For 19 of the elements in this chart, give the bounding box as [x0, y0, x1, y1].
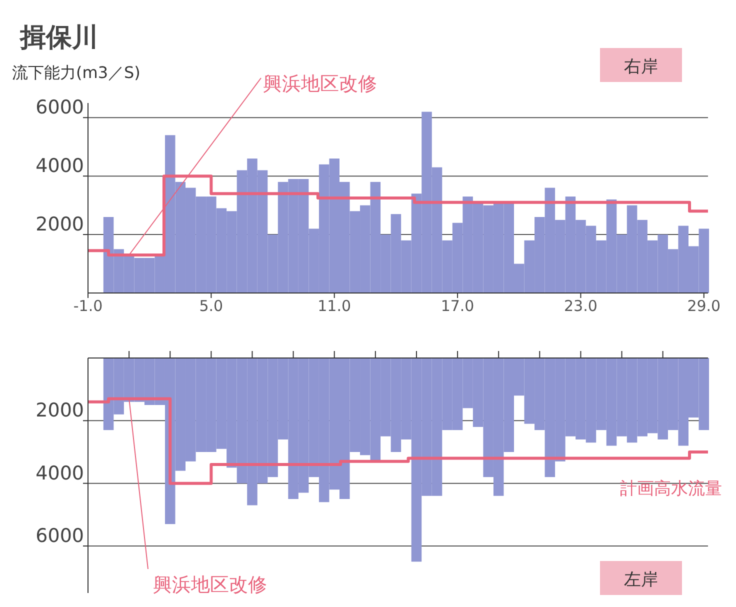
chart-title: 揖保川 — [19, 23, 98, 53]
x-tick-label: 5.0 — [199, 297, 224, 315]
y-tick-label: 6000 — [36, 525, 84, 547]
series-label: 計画高水流量 — [620, 479, 722, 499]
y-axis-title: 流下能力(m3／S) — [12, 63, 140, 82]
y-tick-label: 2000 — [36, 214, 84, 236]
x-tick-label: 23.0 — [564, 297, 598, 315]
x-tick-label: 17.0 — [440, 297, 474, 315]
x-tick-label: 11.0 — [318, 297, 352, 315]
y-tick-label: 4000 — [36, 462, 84, 484]
annotation: 興浜地区改修 — [153, 574, 267, 596]
x-tick-label: 29.0 — [687, 297, 721, 315]
y-tick-label: 2000 — [36, 400, 84, 422]
y-tick-label: 4000 — [36, 155, 84, 178]
annotation: 興浜地区改修 — [263, 73, 377, 95]
x-tick-label: -1.0 — [73, 297, 103, 315]
text: 右岸 — [624, 57, 658, 77]
y-tick-label: 6000 — [36, 96, 84, 119]
annotation: 左岸 — [624, 570, 658, 590]
